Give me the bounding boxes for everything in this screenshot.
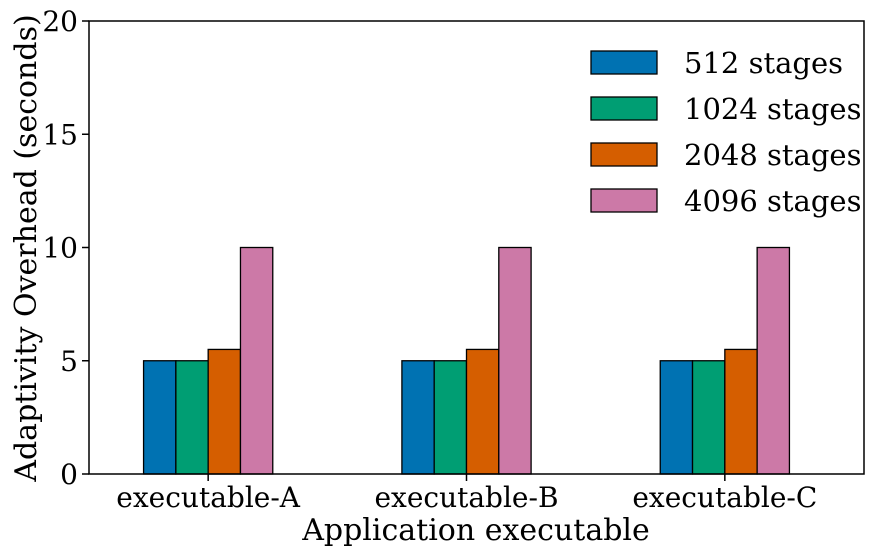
bars-layer (142, 246, 791, 475)
bar-512-stages-executable-A (142, 360, 177, 475)
bar-2048-stages-executable-B (465, 348, 500, 475)
bar-512-stages-executable-C (659, 360, 694, 475)
y-tick-label: 10 (42, 232, 78, 265)
bar-4096-stages-executable-B (498, 246, 532, 475)
legend-swatch (590, 50, 658, 75)
legend-label: 4096 stages (684, 184, 861, 218)
x-tick-label: executable-A (116, 481, 301, 514)
bar-1024-stages-executable-B (433, 360, 468, 475)
legend-label: 2048 stages (684, 138, 861, 172)
y-tick-label: 0 (60, 458, 78, 491)
y-axis: 0 5 10 15 20 (42, 5, 89, 491)
x-tick-label: executable-B (374, 481, 558, 514)
bar-4096-stages-executable-A (239, 246, 274, 475)
bar-4096-stages-executable-C (756, 246, 791, 475)
bar-1024-stages-executable-A (175, 360, 209, 475)
x-tick-label: executable-C (632, 481, 817, 514)
legend-swatch (590, 96, 658, 121)
legend-swatch (590, 142, 658, 167)
bar-2048-stages-executable-C (724, 348, 758, 475)
legend: 512 stages 1024 stages 2048 stages 4096 sta… (590, 46, 861, 218)
legend-swatch (590, 188, 658, 213)
x-axis: executable-A executable-B executable-C (116, 474, 817, 514)
y-tick-label: 5 (60, 345, 78, 378)
legend-label: 512 stages (684, 46, 843, 80)
y-tick-label: 20 (42, 5, 78, 38)
y-tick-label: 15 (42, 118, 78, 151)
bar-512-stages-executable-B (401, 360, 435, 475)
bar-2048-stages-executable-A (207, 348, 242, 475)
bar-1024-stages-executable-C (691, 360, 726, 475)
legend-label: 1024 stages (684, 92, 861, 126)
y-axis-label: Adaptivity Overhead (seconds) (9, 14, 44, 482)
x-axis-label: Application executable (301, 513, 650, 548)
